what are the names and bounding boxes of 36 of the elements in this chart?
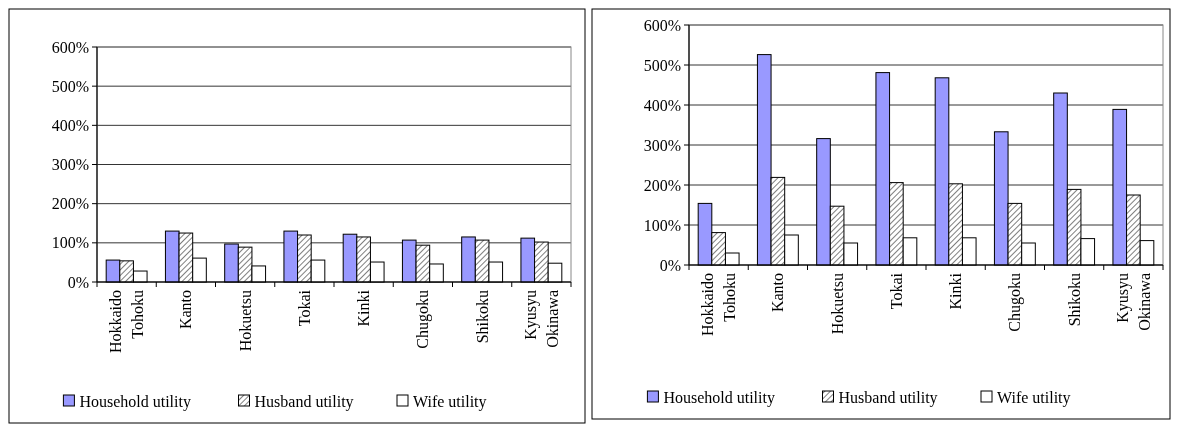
y-tick-label: 0% [67,273,89,291]
y-tick-label: 400% [643,96,681,114]
y-tick-label: 100% [51,234,89,252]
x-tick-label: Hokkaido Tohoku [699,273,739,337]
legend-label: Husband utility [254,392,354,411]
y-tick-label: 200% [643,176,681,194]
x-tick-label: Hokuetsu [828,273,846,335]
x-tick-label: Tokai [887,272,905,310]
legend-label: Household utility [663,388,775,407]
x-tick-label: Hokuetsu [236,290,254,352]
x-tick-label: Kanto [769,273,787,313]
y-tick-label: 500% [643,56,681,74]
y-tick-label: 300% [51,156,89,174]
y-tick-label: 400% [51,116,89,134]
x-tick-label: Shikoku [1065,273,1083,327]
x-tick-label: Kanto [177,290,195,330]
y-tick-label: 100% [643,216,681,234]
legend-label: Husband utility [838,388,938,407]
y-tick-label: 0% [659,256,681,274]
y-tick-label: 600% [51,38,89,56]
x-tick-label: Chugoku [414,290,433,349]
y-tick-label: 600% [643,16,681,34]
x-tick-label: Kinki [355,289,373,327]
y-tick-label: 500% [51,77,89,95]
x-tick-label: Tokai [295,289,313,327]
legend-label: Wife utility [413,392,487,411]
legend-label: Household utility [79,392,191,411]
x-tick-label: Kyusyu Okinawa [1113,273,1153,331]
x-tick-label: Hokkaido Tohoku [107,290,147,354]
x-tick-label: Kinki [947,272,965,310]
y-tick-label: 200% [51,195,89,213]
x-tick-label: Shikoku [473,290,491,344]
x-tick-label: Kyusyu Okinawa [521,290,561,348]
y-tick-label: 300% [643,136,681,154]
legend-label: Wife utility [997,388,1071,407]
x-tick-label: Chugoku [1006,273,1025,332]
